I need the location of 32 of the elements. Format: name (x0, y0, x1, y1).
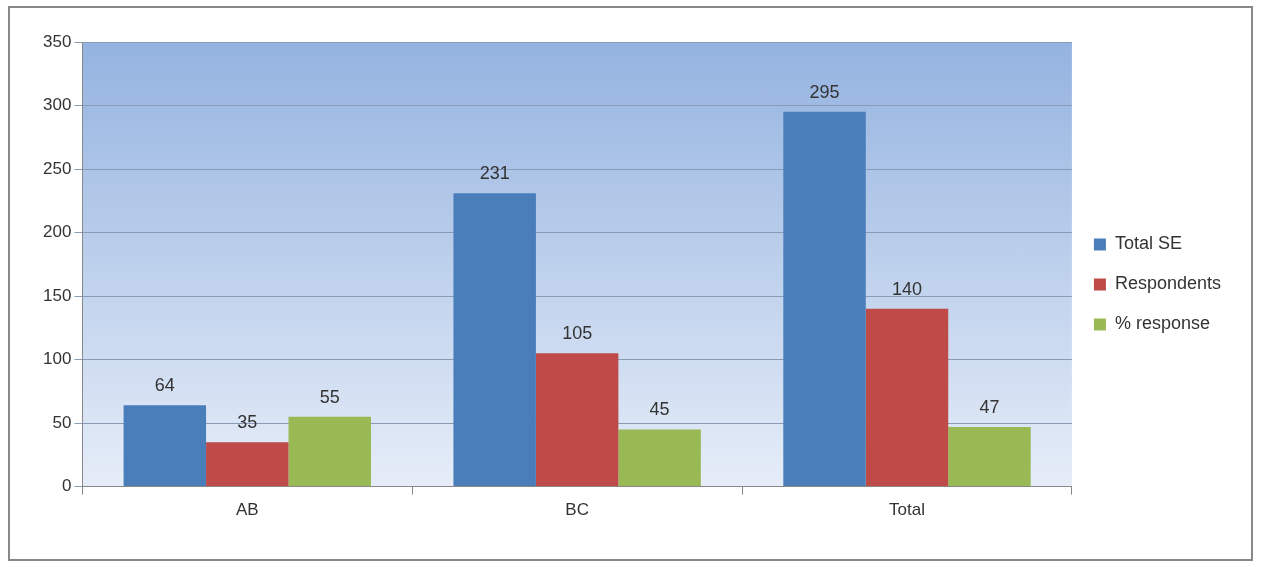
data-label: 47 (979, 396, 1000, 417)
legend-label: % response (1114, 313, 1210, 334)
x-tick-label: BC (565, 500, 589, 520)
data-label: 35 (237, 412, 258, 433)
y-tick-label: 150 (42, 285, 72, 305)
y-tick-label: 350 (42, 31, 72, 51)
x-tick-label: AB (235, 500, 259, 520)
y-tick-label: 50 (52, 412, 72, 432)
y-tick-label: 100 (42, 349, 72, 369)
bar (453, 193, 536, 487)
legend-label: Total SE (1114, 233, 1182, 254)
data-label: 140 (891, 278, 923, 299)
bar (865, 308, 949, 487)
y-tick-label: 200 (42, 222, 72, 242)
bar (948, 426, 1031, 487)
data-label: 45 (649, 399, 670, 420)
y-tick-label: 300 (42, 95, 72, 115)
bar (206, 442, 289, 487)
data-label: 105 (562, 323, 593, 344)
bar (618, 429, 701, 487)
legend-label: Respondents (1114, 273, 1221, 294)
data-label: 295 (809, 81, 840, 102)
x-tick-label: Total (889, 500, 925, 520)
y-tick-label: 0 (61, 476, 72, 496)
y-tick-label: 250 (42, 158, 72, 178)
bar (288, 416, 371, 487)
bar (535, 353, 619, 487)
data-label: 55 (319, 386, 340, 407)
data-label: 231 (479, 163, 510, 184)
bar (783, 111, 866, 487)
bar (123, 405, 207, 487)
data-label: 64 (154, 375, 175, 396)
